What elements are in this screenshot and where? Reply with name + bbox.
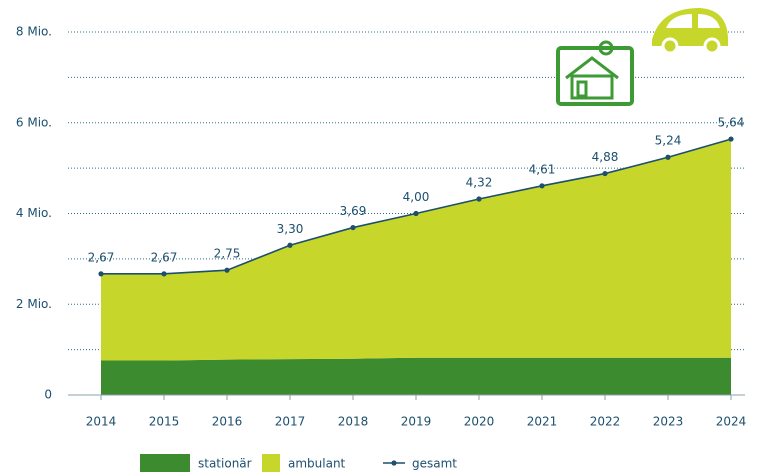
point	[224, 267, 230, 273]
value-label: 5,24	[655, 134, 682, 148]
point	[287, 242, 293, 248]
x-tick-label: 2021	[527, 415, 558, 429]
y-tick-label: 4 Mio.	[16, 206, 52, 220]
legend-dot	[391, 460, 397, 466]
value-label: 2,75	[214, 247, 241, 261]
house-icon	[556, 40, 634, 106]
value-label: 4,00	[403, 190, 430, 204]
value-label: 4,61	[529, 162, 556, 176]
legend-swatch	[140, 454, 190, 472]
y-tick-label: 8 Mio.	[16, 25, 52, 39]
point	[161, 271, 167, 277]
y-tick-label: 2 Mio.	[16, 297, 52, 311]
x-tick-label: 2016	[212, 415, 243, 429]
x-tick-label: 2024	[716, 415, 747, 429]
value-label: 2,67	[88, 250, 115, 264]
point	[728, 136, 734, 142]
legend-swatch	[262, 454, 280, 472]
value-label: 4,88	[592, 150, 619, 164]
x-tick-label: 2019	[401, 415, 432, 429]
x-tick-label: 2014	[86, 415, 117, 429]
x-tick-label: 2017	[275, 415, 306, 429]
area	[101, 139, 731, 361]
legend-label: stationär	[198, 457, 252, 471]
legend-label: ambulant	[288, 457, 346, 471]
x-tick-label: 2020	[464, 415, 495, 429]
point	[413, 210, 419, 217]
value-label: 3,69	[340, 204, 367, 218]
value-label: 4,32	[466, 175, 493, 189]
point	[476, 196, 482, 202]
car-icon	[652, 8, 728, 55]
x-tick-label: 2022	[590, 415, 621, 429]
value-label: 3,30	[277, 222, 304, 236]
y-tick-label: 6 Mio.	[16, 115, 52, 129]
point	[665, 154, 671, 160]
value-label: 5,64	[718, 116, 745, 130]
point	[98, 271, 104, 277]
value-label: 2,67	[151, 250, 178, 264]
x-tick-label: 2018	[338, 415, 369, 429]
area	[101, 357, 731, 395]
point	[602, 170, 608, 177]
x-tick-label: 2023	[653, 415, 684, 429]
point	[539, 183, 545, 189]
legend: stationär ambulant gesamt	[140, 454, 457, 472]
point	[350, 224, 356, 231]
x-tick-label: 2015	[149, 415, 180, 429]
areas	[101, 139, 731, 395]
legend-label: gesamt	[412, 457, 457, 471]
y-tick-label: 0	[44, 388, 52, 402]
plot: 0 2 Mio. 4 Mio. 6 Mio. 8 Mio. 2014 2015 2016 201…	[16, 25, 746, 472]
